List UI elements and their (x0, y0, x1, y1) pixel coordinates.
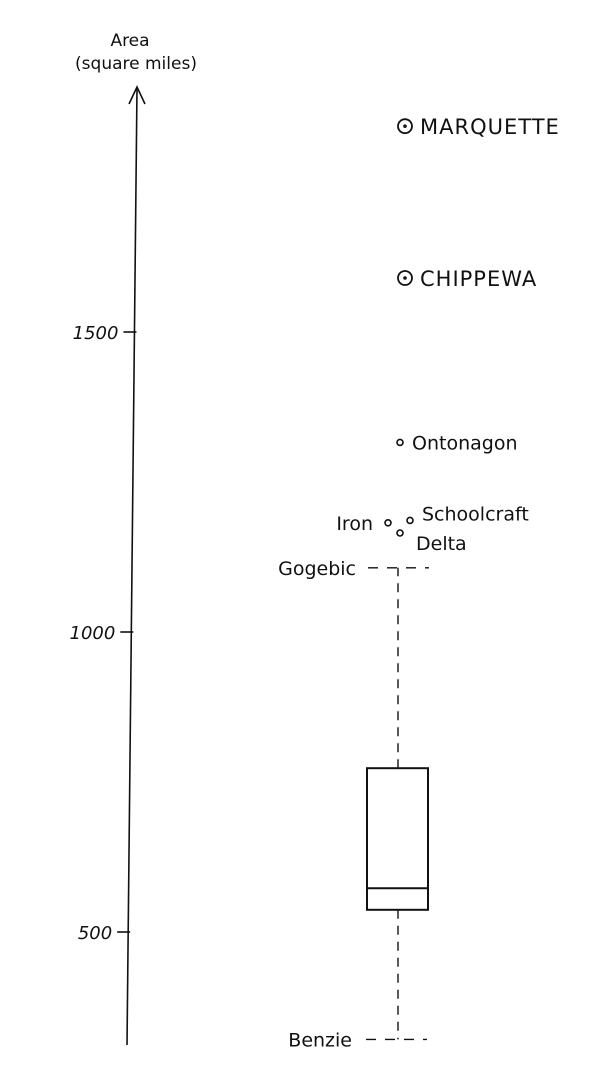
far-outlier-point (397, 118, 413, 135)
far-outlier-point (397, 270, 413, 286)
y-tick-label: 1500 (73, 323, 119, 344)
outlier-label: CHIPPEWA (420, 267, 537, 291)
outlier-point (396, 529, 404, 537)
y-axis-line (126, 87, 138, 1046)
y-axis-arrowhead (128, 85, 146, 105)
axis-title-line1: Area (110, 31, 149, 51)
lower-whisker-label: Benzie (288, 1029, 352, 1051)
upper-whisker-label: Gogebic (278, 558, 356, 580)
y-tick-label: 1000 (70, 623, 116, 644)
outlier-point (396, 438, 404, 447)
outlier-label: Schoolcraft (422, 503, 529, 525)
y-axis-ticks: 500 1000 1500 (70, 323, 137, 944)
axis-title-line2: (square miles) (75, 54, 197, 74)
far-outlier-center (403, 276, 407, 280)
outliers-group: Delta Iron Schoolcraft Ontonagon CHIPPEWA MAR… (336, 115, 560, 555)
outlier-label: Iron (336, 513, 373, 535)
outlier-point (384, 518, 392, 527)
outlier-point (406, 516, 414, 525)
box-group: Gogebic Benzie (278, 558, 429, 1051)
outlier-label: MARQUETTE (420, 115, 560, 139)
outlier-label: Ontonagon (412, 432, 517, 454)
y-tick-label: 500 (78, 923, 112, 944)
outlier-label: Delta (416, 533, 467, 555)
far-outlier-center (403, 124, 407, 128)
